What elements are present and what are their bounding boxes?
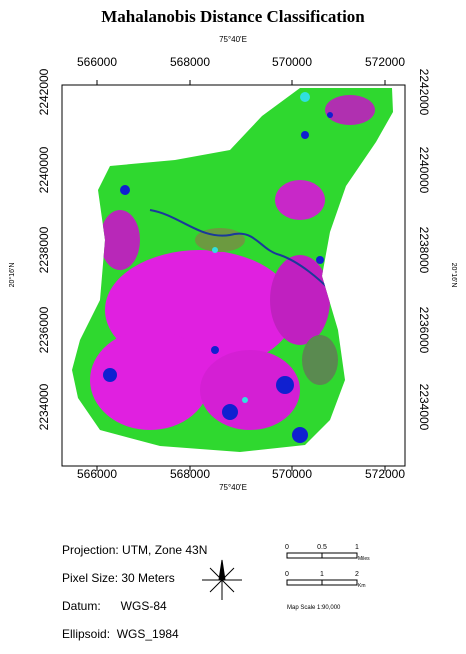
scale-ratio: Map Scale 1:90,000 (287, 605, 341, 611)
info-line: Pixel Size: 30 Meters (62, 571, 175, 585)
northing-label: 2236000 (37, 306, 51, 353)
lon-label: 75°40'E (219, 35, 247, 44)
northing-label: 2236000 (417, 307, 431, 354)
easting-label: 572000 (365, 55, 405, 69)
scale-tick-label: 1 (320, 571, 324, 578)
northing-label: 2234000 (37, 383, 51, 430)
scale-tick-label: 1 (355, 544, 359, 551)
scale-unit: Km (358, 583, 366, 589)
scale-bar: Miles Km Map Scale 1:90,000 0 0.5 1 0 1 2 (285, 544, 370, 611)
scale-tick-label: 0 (285, 571, 289, 578)
northing-label: 2240000 (37, 146, 51, 193)
info-line: Ellipsoid: WGS_1984 (62, 627, 179, 641)
easting-label: 570000 (272, 55, 312, 69)
easting-label: 566000 (77, 55, 117, 69)
northing-label: 2238000 (417, 227, 431, 274)
scale-unit: Miles (358, 556, 370, 562)
info-line: Projection: UTM, Zone 43N (62, 543, 207, 557)
northing-label: 2234000 (417, 384, 431, 431)
easting-label: 568000 (170, 55, 210, 69)
northing-label: 2240000 (417, 147, 431, 194)
northing-label: 2242000 (37, 68, 51, 115)
scale-tick-label: 0.5 (317, 544, 327, 551)
northing-label: 2238000 (37, 226, 51, 273)
scale-tick-label: 2 (355, 571, 359, 578)
lat-label: 20°16'N (8, 263, 16, 288)
lon-label: 75°40'E (219, 483, 247, 492)
map-figure: Mahalanobis Distance Classification 75°4… (0, 0, 466, 649)
scale-tick-label: 0 (285, 544, 289, 551)
north-arrow (202, 560, 242, 600)
lat-label: 20°16'N (450, 263, 458, 288)
title: Mahalanobis Distance Classification (101, 7, 365, 26)
info-line: Datum: WGS-84 (62, 599, 167, 613)
northing-label: 2242000 (417, 69, 431, 116)
map-info: Projection: UTM, Zone 43N Pixel Size: 30… (62, 543, 207, 641)
